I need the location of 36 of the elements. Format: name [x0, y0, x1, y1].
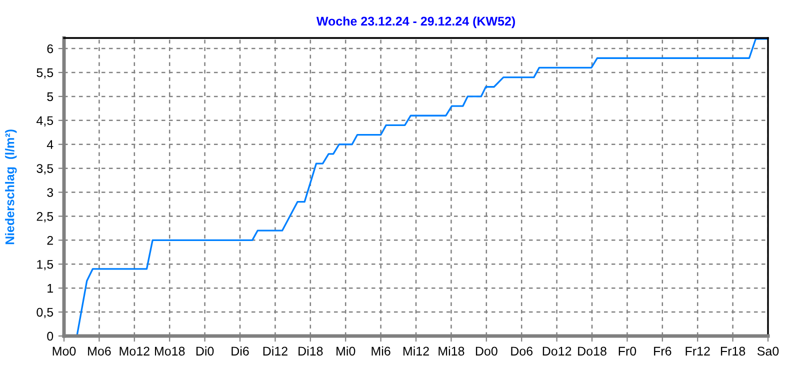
x-tick-label: Mi0	[336, 346, 356, 356]
x-tick-label: Fr18	[720, 346, 746, 356]
y-tick-label: 2,5	[36, 212, 54, 222]
x-tick-label: Mo0	[52, 346, 76, 356]
x-tick-label: Fr6	[654, 346, 672, 356]
y-tick-label: 1,5	[37, 260, 54, 270]
x-tick-label: Mi12	[403, 346, 429, 356]
y-tick-label: 4,5	[36, 116, 54, 127]
x-tick-label: Sa0	[757, 346, 779, 356]
y-tick-label: 3,5	[36, 164, 54, 174]
x-tick-label: Mi6	[372, 346, 390, 356]
x-tick-label: Mo6	[88, 346, 111, 356]
x-tick-label: Do0	[476, 346, 498, 356]
y-tick-label: 0	[47, 332, 54, 341]
x-tick-label: Di18	[298, 346, 323, 356]
chart-title: Woche 23.12.24 - 29.12.24 (KW52)	[316, 16, 515, 28]
x-tick-label: Di0	[196, 346, 214, 356]
y-tick-label: 5,5	[36, 68, 54, 79]
x-tick-label: Di6	[232, 346, 249, 356]
y-tick-label: 5	[47, 92, 54, 102]
y-tick-label: 3	[47, 188, 54, 197]
x-tick-label: Mo18	[154, 346, 185, 356]
x-tick-label: Mi18	[438, 346, 464, 356]
y-tick-label: 0,5	[36, 308, 54, 318]
x-tick-label: Di12	[263, 346, 288, 356]
y-axis-title: Niederschlag (l/m²)	[5, 130, 17, 244]
y-tick-label: 2	[47, 236, 53, 245]
x-tick-label: Do18	[578, 346, 606, 356]
x-tick-label: Fr0	[618, 346, 636, 356]
y-tick-label: 4	[46, 140, 54, 149]
x-tick-label: Fr12	[686, 346, 710, 356]
y-tick-label: 1	[48, 284, 53, 293]
y-tick-label: 6	[47, 44, 54, 54]
x-tick-label: Do12	[542, 346, 572, 356]
x-tick-label: Mo12	[120, 346, 150, 356]
x-tick-label: Do6	[511, 346, 533, 356]
